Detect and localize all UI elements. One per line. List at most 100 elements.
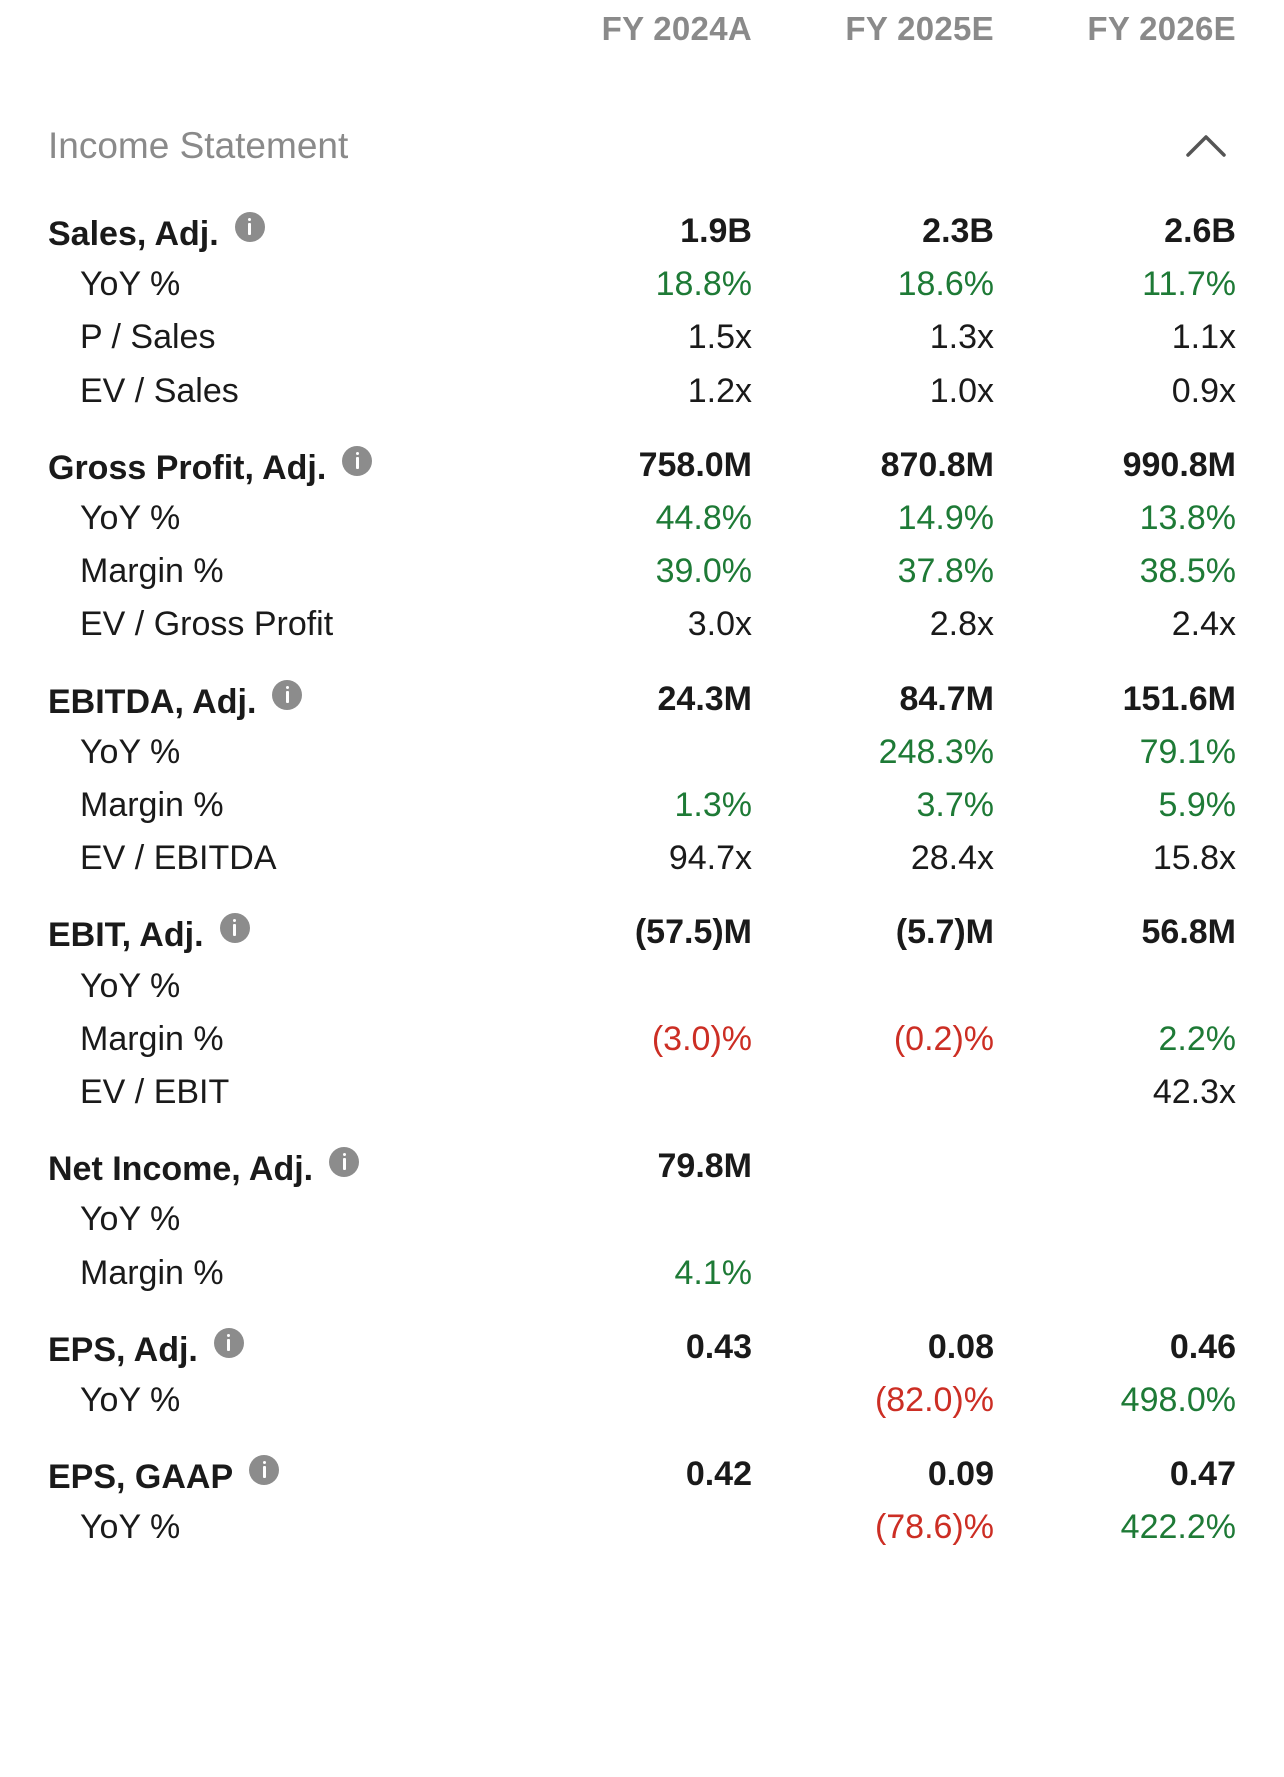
sub-metric-row: YoY % 18.8% 18.6% 11.7%	[0, 253, 1284, 313]
value-cell: 14.9%	[897, 499, 994, 537]
value-cell: 2.8x	[929, 605, 994, 643]
row-label: EV / Gross Profit	[80, 605, 333, 644]
value-cell: 0.47	[1169, 1455, 1236, 1493]
sub-metric-row: EV / Sales 1.2x 1.0x 0.9x	[0, 360, 1284, 420]
row-label-text: EV / Gross Profit	[80, 605, 334, 643]
sub-metric-row: P / Sales 1.5x 1.3x 1.1x	[0, 306, 1284, 366]
value-cell: 94.7x	[668, 839, 752, 877]
row-label-text: Gross Profit, Adj.	[48, 449, 327, 487]
sub-metric-row: Margin % (3.0)% (0.2)% 2.2%	[0, 1008, 1284, 1068]
row-label-text: YoY %	[80, 1381, 181, 1419]
row-label: YoY %	[80, 499, 180, 538]
section-header[interactable]: Income Statement	[48, 115, 1236, 175]
value-cell: 990.8M	[1122, 446, 1236, 484]
row-label: EPS, GAAP	[48, 1455, 280, 1497]
sub-metric-row: YoY %	[0, 955, 1284, 1015]
row-label-text: Sales, Adj.	[48, 215, 219, 253]
section-title: Income Statement	[48, 125, 349, 166]
metric-row: Sales, Adj. 1.9B 2.3B 2.6B	[0, 200, 1284, 260]
row-label: YoY %	[80, 1508, 180, 1547]
row-label: EV / Sales	[80, 372, 239, 411]
row-label-text: YoY %	[80, 733, 181, 771]
info-icon[interactable]	[272, 680, 303, 710]
chevron-up-icon	[1186, 135, 1226, 157]
value-cell: 0.08	[927, 1328, 994, 1366]
value-cell: 0.46	[1169, 1328, 1236, 1366]
value-cell: 56.8M	[1141, 913, 1237, 951]
row-label: YoY %	[80, 265, 180, 304]
value-cell: 15.8x	[1152, 839, 1236, 877]
row-label-text: P / Sales	[80, 318, 216, 356]
row-label: YoY %	[80, 967, 180, 1006]
value-cell: 1.9B	[680, 212, 752, 250]
metric-row: Gross Profit, Adj. 758.0M 870.8M 990.8M	[0, 434, 1284, 494]
value-cell: (82.0)%	[874, 1381, 994, 1419]
value-cell: 4.1%	[674, 1254, 753, 1292]
value-cell: 870.8M	[880, 446, 994, 484]
value-cell: (78.6)%	[874, 1508, 994, 1546]
sub-metric-row: Margin % 4.1%	[0, 1242, 1284, 1302]
row-label: Margin %	[80, 552, 224, 591]
value-cell: 0.9x	[1171, 372, 1236, 410]
info-icon[interactable]	[329, 1147, 360, 1177]
info-icon[interactable]	[249, 1455, 280, 1485]
metric-row: Net Income, Adj. 79.8M	[0, 1135, 1284, 1195]
value-cell: 11.7%	[1142, 265, 1236, 303]
row-label-text: EPS, GAAP	[48, 1458, 234, 1496]
row-label-text: Margin %	[80, 552, 224, 590]
value-cell: 1.1x	[1171, 318, 1236, 356]
row-label: Margin %	[80, 786, 224, 825]
value-cell: 18.8%	[655, 265, 752, 303]
sub-metric-row: EV / EBITDA 94.7x 28.4x 15.8x	[0, 827, 1284, 887]
column-header-fy2026e: FY 2026E	[1087, 10, 1236, 47]
value-cell: 79.1%	[1139, 733, 1236, 771]
row-label: YoY %	[80, 1381, 180, 1420]
collapse-button[interactable]	[1176, 119, 1236, 175]
value-cell: 44.8%	[655, 499, 752, 537]
info-icon[interactable]	[342, 446, 373, 476]
value-cell: 18.6%	[897, 265, 994, 303]
sub-metric-row: EV / EBIT 42.3x	[0, 1061, 1284, 1121]
column-header-fy2025e: FY 2025E	[845, 10, 994, 47]
value-cell: 1.0x	[929, 372, 994, 410]
row-label: EV / EBIT	[80, 1073, 229, 1112]
row-label: P / Sales	[80, 318, 215, 357]
value-cell: 38.5%	[1139, 552, 1236, 590]
value-cell: 0.09	[927, 1455, 994, 1493]
row-label-text: EBIT, Adj.	[48, 916, 204, 954]
value-cell: 79.8M	[657, 1147, 753, 1185]
value-cell: 422.2%	[1120, 1508, 1236, 1546]
row-label: EBIT, Adj.	[48, 913, 250, 955]
value-cell: 13.8%	[1139, 499, 1236, 537]
row-label-text: EV / EBITDA	[80, 839, 277, 877]
sub-metric-row: Margin % 39.0% 37.8% 38.5%	[0, 540, 1284, 600]
value-cell: 39.0%	[655, 552, 752, 590]
column-headers: FY 2024A FY 2025E FY 2026E	[0, 0, 1284, 70]
metric-row: EBITDA, Adj. 24.3M 84.7M 151.6M	[0, 668, 1284, 728]
info-icon[interactable]	[219, 913, 250, 943]
sub-metric-row: YoY % (78.6)% 422.2%	[0, 1496, 1284, 1556]
value-cell: 1.5x	[687, 318, 752, 356]
row-label: EBITDA, Adj.	[48, 680, 303, 722]
row-label-text: YoY %	[80, 1508, 181, 1546]
info-icon[interactable]	[213, 1328, 244, 1358]
row-label-text: Margin %	[80, 786, 224, 824]
value-cell: 84.7M	[899, 680, 995, 718]
metric-row: EPS, Adj. 0.43 0.08 0.46	[0, 1316, 1284, 1376]
row-label-text: Net Income, Adj.	[48, 1150, 314, 1188]
row-label-text: Margin %	[80, 1020, 224, 1058]
row-label-text: YoY %	[80, 967, 181, 1005]
sub-metric-row: YoY % 44.8% 14.9% 13.8%	[0, 487, 1284, 547]
value-cell: 498.0%	[1120, 1381, 1236, 1419]
row-label: YoY %	[80, 733, 180, 772]
value-cell: 24.3M	[657, 680, 753, 718]
row-label: Gross Profit, Adj.	[48, 446, 373, 488]
sub-metric-row: EV / Gross Profit 3.0x 2.8x 2.4x	[0, 593, 1284, 653]
row-label-text: YoY %	[80, 265, 181, 303]
value-cell: 2.3B	[922, 212, 994, 250]
row-label: EV / EBITDA	[80, 839, 277, 878]
value-cell: 1.2x	[687, 372, 752, 410]
value-cell: (3.0)%	[651, 1020, 752, 1058]
info-icon[interactable]	[234, 212, 265, 242]
value-cell: 0.43	[685, 1328, 752, 1366]
